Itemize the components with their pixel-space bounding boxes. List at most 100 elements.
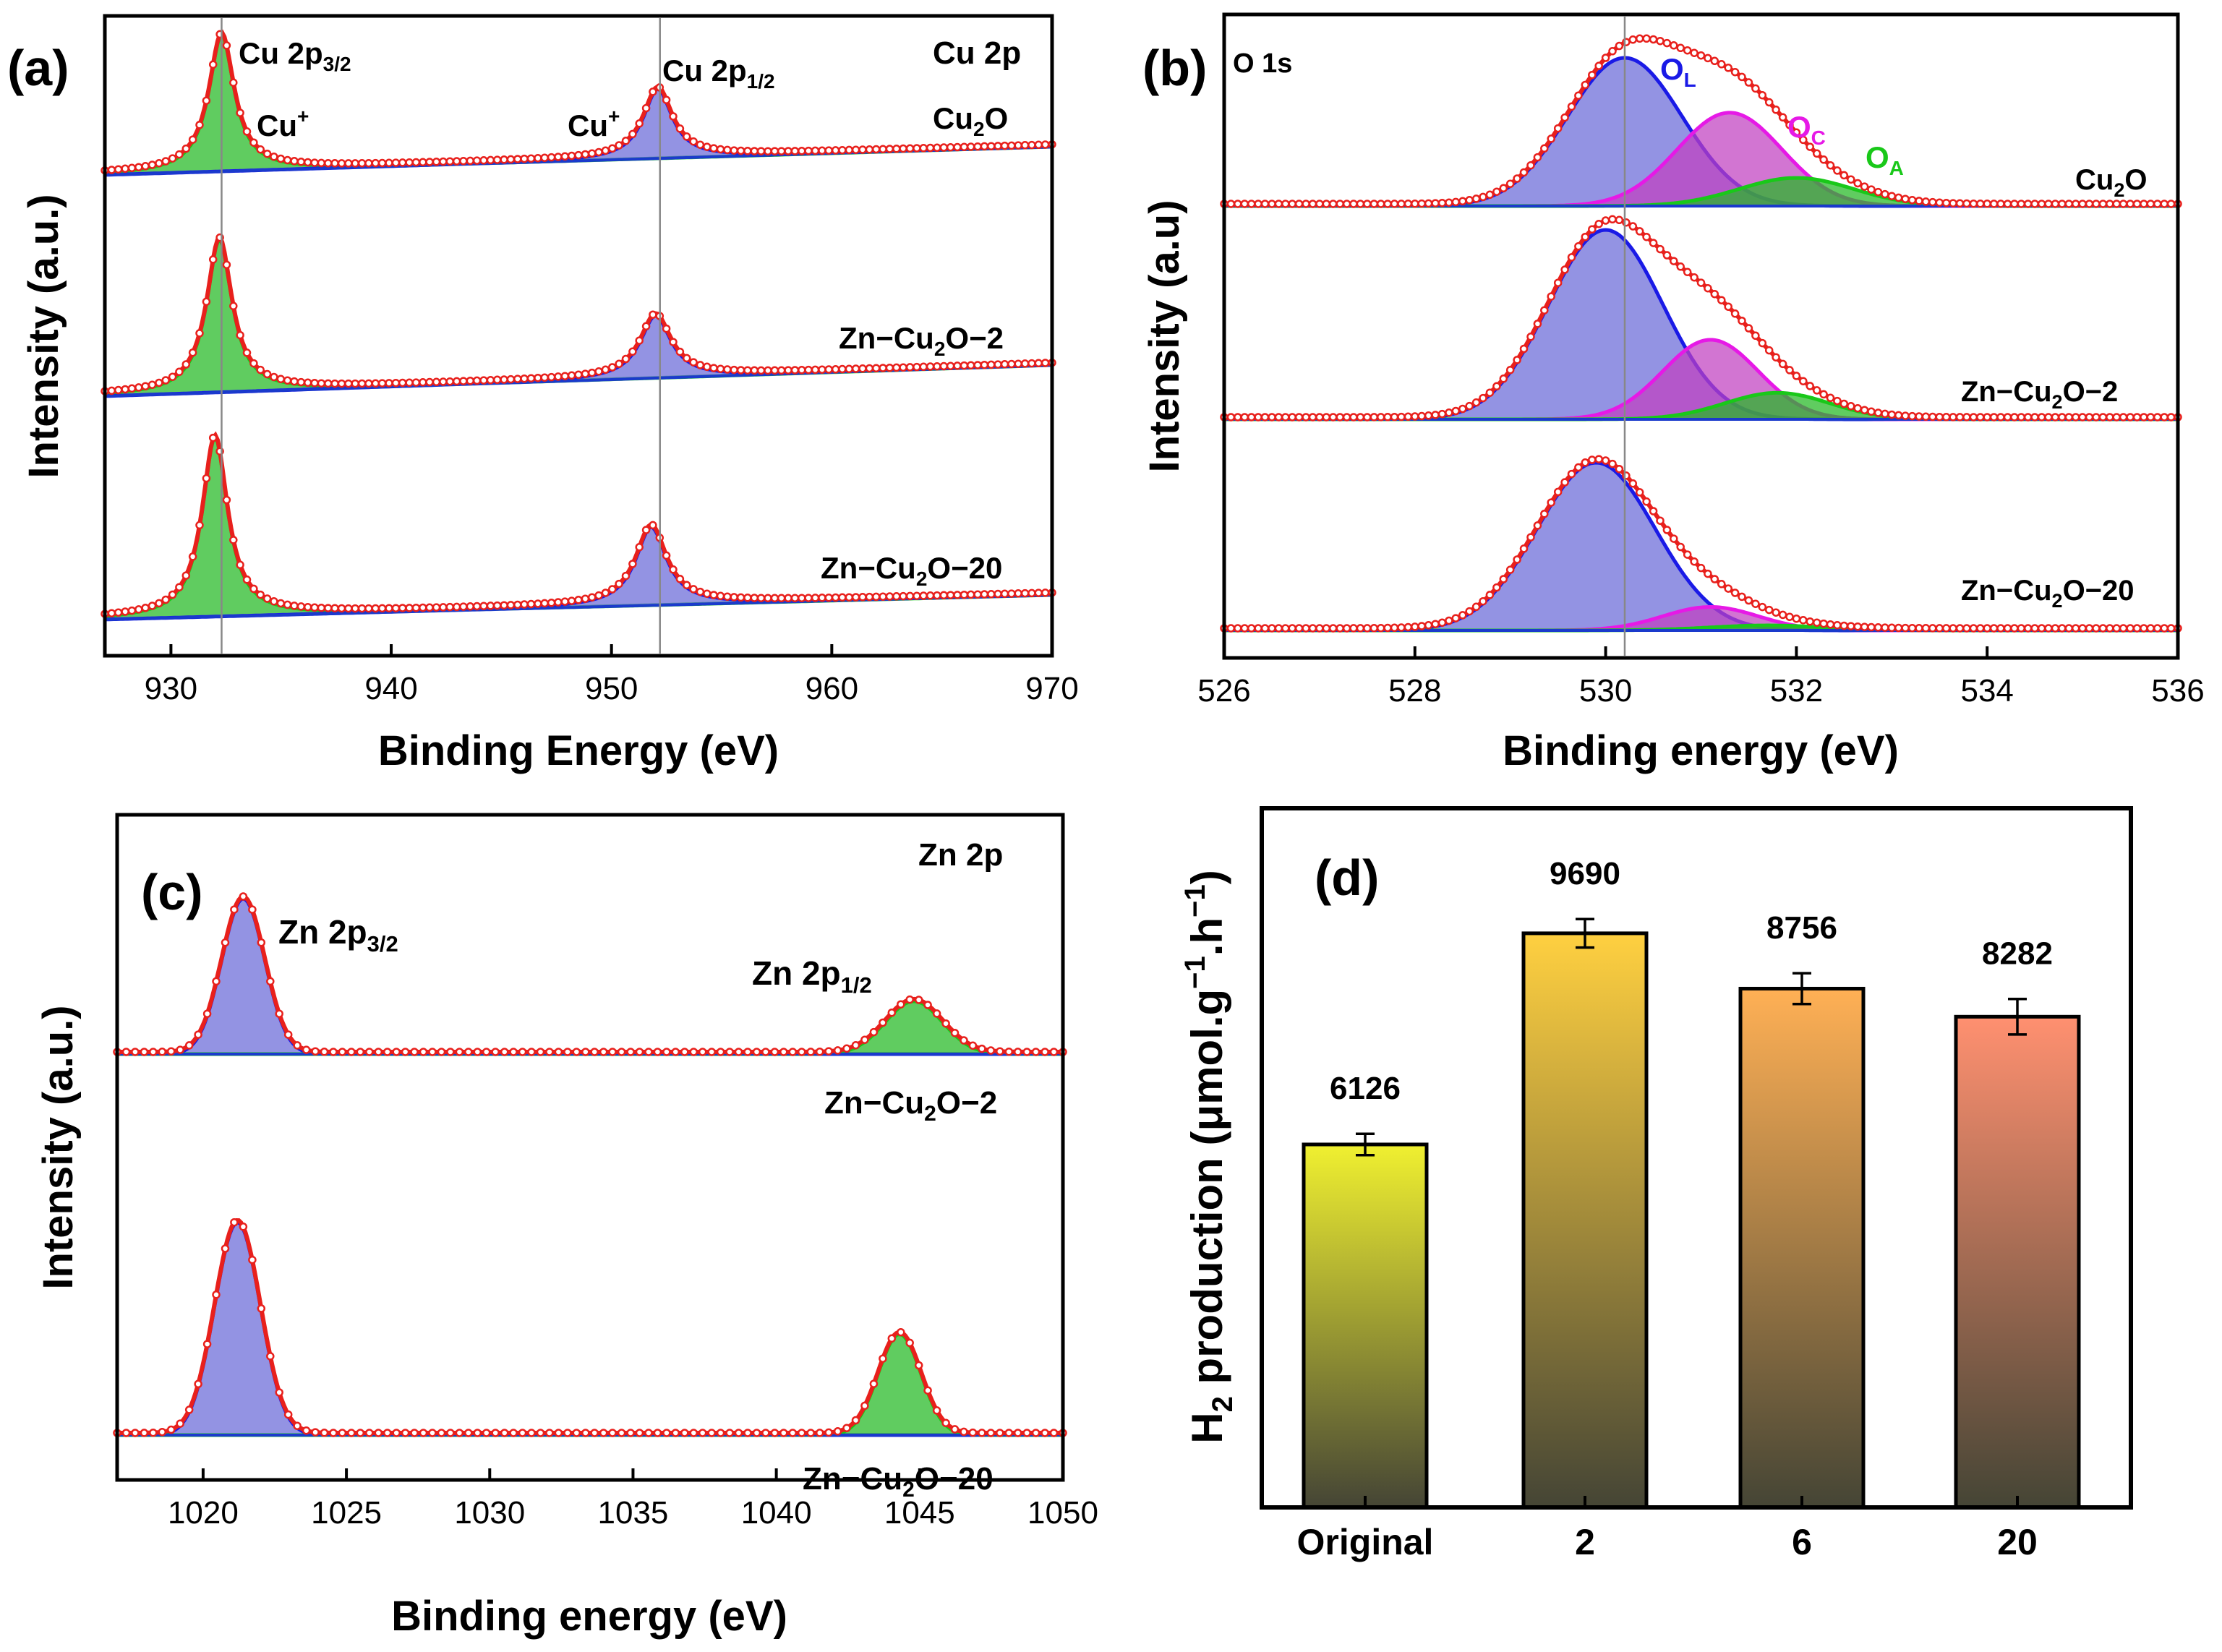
component-area (117, 899, 1063, 1054)
data-point (1247, 624, 1256, 633)
data-point (161, 376, 170, 385)
data-point (1390, 623, 1399, 633)
data-point (439, 157, 448, 166)
data-point (635, 336, 644, 345)
data-point (1007, 359, 1016, 369)
data-point (615, 579, 623, 589)
data-point (851, 1416, 860, 1425)
data-point (1744, 596, 1753, 605)
data-point (923, 1001, 932, 1009)
data-point (262, 149, 272, 158)
data-point (347, 1048, 356, 1056)
data-point (608, 585, 617, 594)
panel-c-label: (c) (141, 864, 203, 920)
data-point (1894, 411, 1903, 420)
data-point (437, 1048, 446, 1056)
data-point (1704, 283, 1712, 293)
data-point (482, 1429, 491, 1437)
panel-b-o1s: 526 528 530 532 534 536 (b) O 1s OL OC OA Cu2… (1141, 12, 2205, 774)
data-point (1962, 413, 1971, 421)
data-point (2051, 624, 2060, 633)
data-point (479, 156, 488, 165)
data-point (2126, 624, 2135, 633)
data-point (1615, 464, 1624, 474)
data-point (344, 379, 353, 388)
data-point (293, 1421, 302, 1430)
data-point (1336, 200, 1344, 208)
data-point (500, 1048, 509, 1056)
data-point (1499, 575, 1508, 583)
data-point (626, 1048, 635, 1056)
data-point (671, 1048, 680, 1056)
data-point (777, 147, 786, 155)
data-point (283, 1030, 293, 1039)
data-point (1969, 624, 1978, 633)
data-point (175, 367, 184, 377)
data-point (2003, 413, 2012, 421)
data-point (1417, 622, 1426, 630)
data-point (452, 157, 461, 166)
data-point (188, 348, 197, 357)
data-point (851, 145, 860, 154)
data-point (464, 1048, 473, 1056)
x-tick-label: 536 (2151, 673, 2204, 709)
data-point (248, 1255, 257, 1264)
data-point (176, 1045, 184, 1054)
data-point (1976, 624, 1985, 633)
data-point (492, 601, 502, 610)
data-point (1369, 200, 1379, 208)
data-point (1574, 463, 1583, 472)
data-point (1887, 410, 1897, 419)
peak-label-cu-plus-2: Cu+ (568, 105, 620, 142)
data-point (202, 96, 211, 105)
data-point (134, 383, 143, 392)
data-point (383, 1429, 392, 1437)
data-point (968, 1041, 978, 1050)
data-point (764, 147, 772, 155)
data-point (994, 360, 1002, 369)
series-label-zn-cu2o-2: Zn−Cu2O−2 (824, 1085, 997, 1126)
data-point (914, 996, 923, 1004)
data-point (1302, 200, 1310, 208)
data-point (337, 379, 346, 388)
data-point (392, 1048, 401, 1056)
data-point (2023, 624, 2033, 633)
data-point (590, 1429, 599, 1437)
data-point (858, 145, 867, 154)
data-point (452, 602, 461, 612)
data-point (1349, 624, 1358, 633)
data-point (750, 147, 759, 155)
data-point (628, 129, 637, 139)
data-point (1322, 200, 1331, 208)
data-point (818, 365, 826, 374)
data-point (425, 377, 434, 387)
data-point (1027, 359, 1036, 368)
data-point (547, 372, 556, 382)
data-point (1336, 624, 1344, 633)
data-point (987, 142, 996, 150)
data-point (725, 1048, 734, 1056)
data-point (1935, 624, 1944, 633)
data-point (1696, 51, 1706, 60)
data-point (980, 360, 989, 369)
data-point (892, 145, 901, 153)
data-point (1479, 596, 1487, 606)
data-point (1792, 128, 1801, 137)
data-point (1268, 413, 1276, 421)
series-label-cu2o: Cu2O (933, 101, 1008, 140)
data-point (1935, 412, 1944, 421)
data-point (296, 158, 306, 166)
data-point (459, 602, 468, 611)
data-point (1492, 382, 1501, 391)
panel-c-x-axis-label: Binding energy (eV) (391, 1593, 787, 1640)
data-point (1451, 614, 1461, 622)
data-point (1424, 621, 1433, 630)
data-point (587, 149, 597, 158)
data-point (824, 1428, 833, 1437)
component-area (1224, 340, 2178, 419)
data-point (365, 1048, 374, 1056)
data-point (869, 1027, 879, 1037)
data-point (1007, 589, 1016, 598)
data-point (1738, 316, 1746, 325)
data-point (290, 602, 299, 610)
